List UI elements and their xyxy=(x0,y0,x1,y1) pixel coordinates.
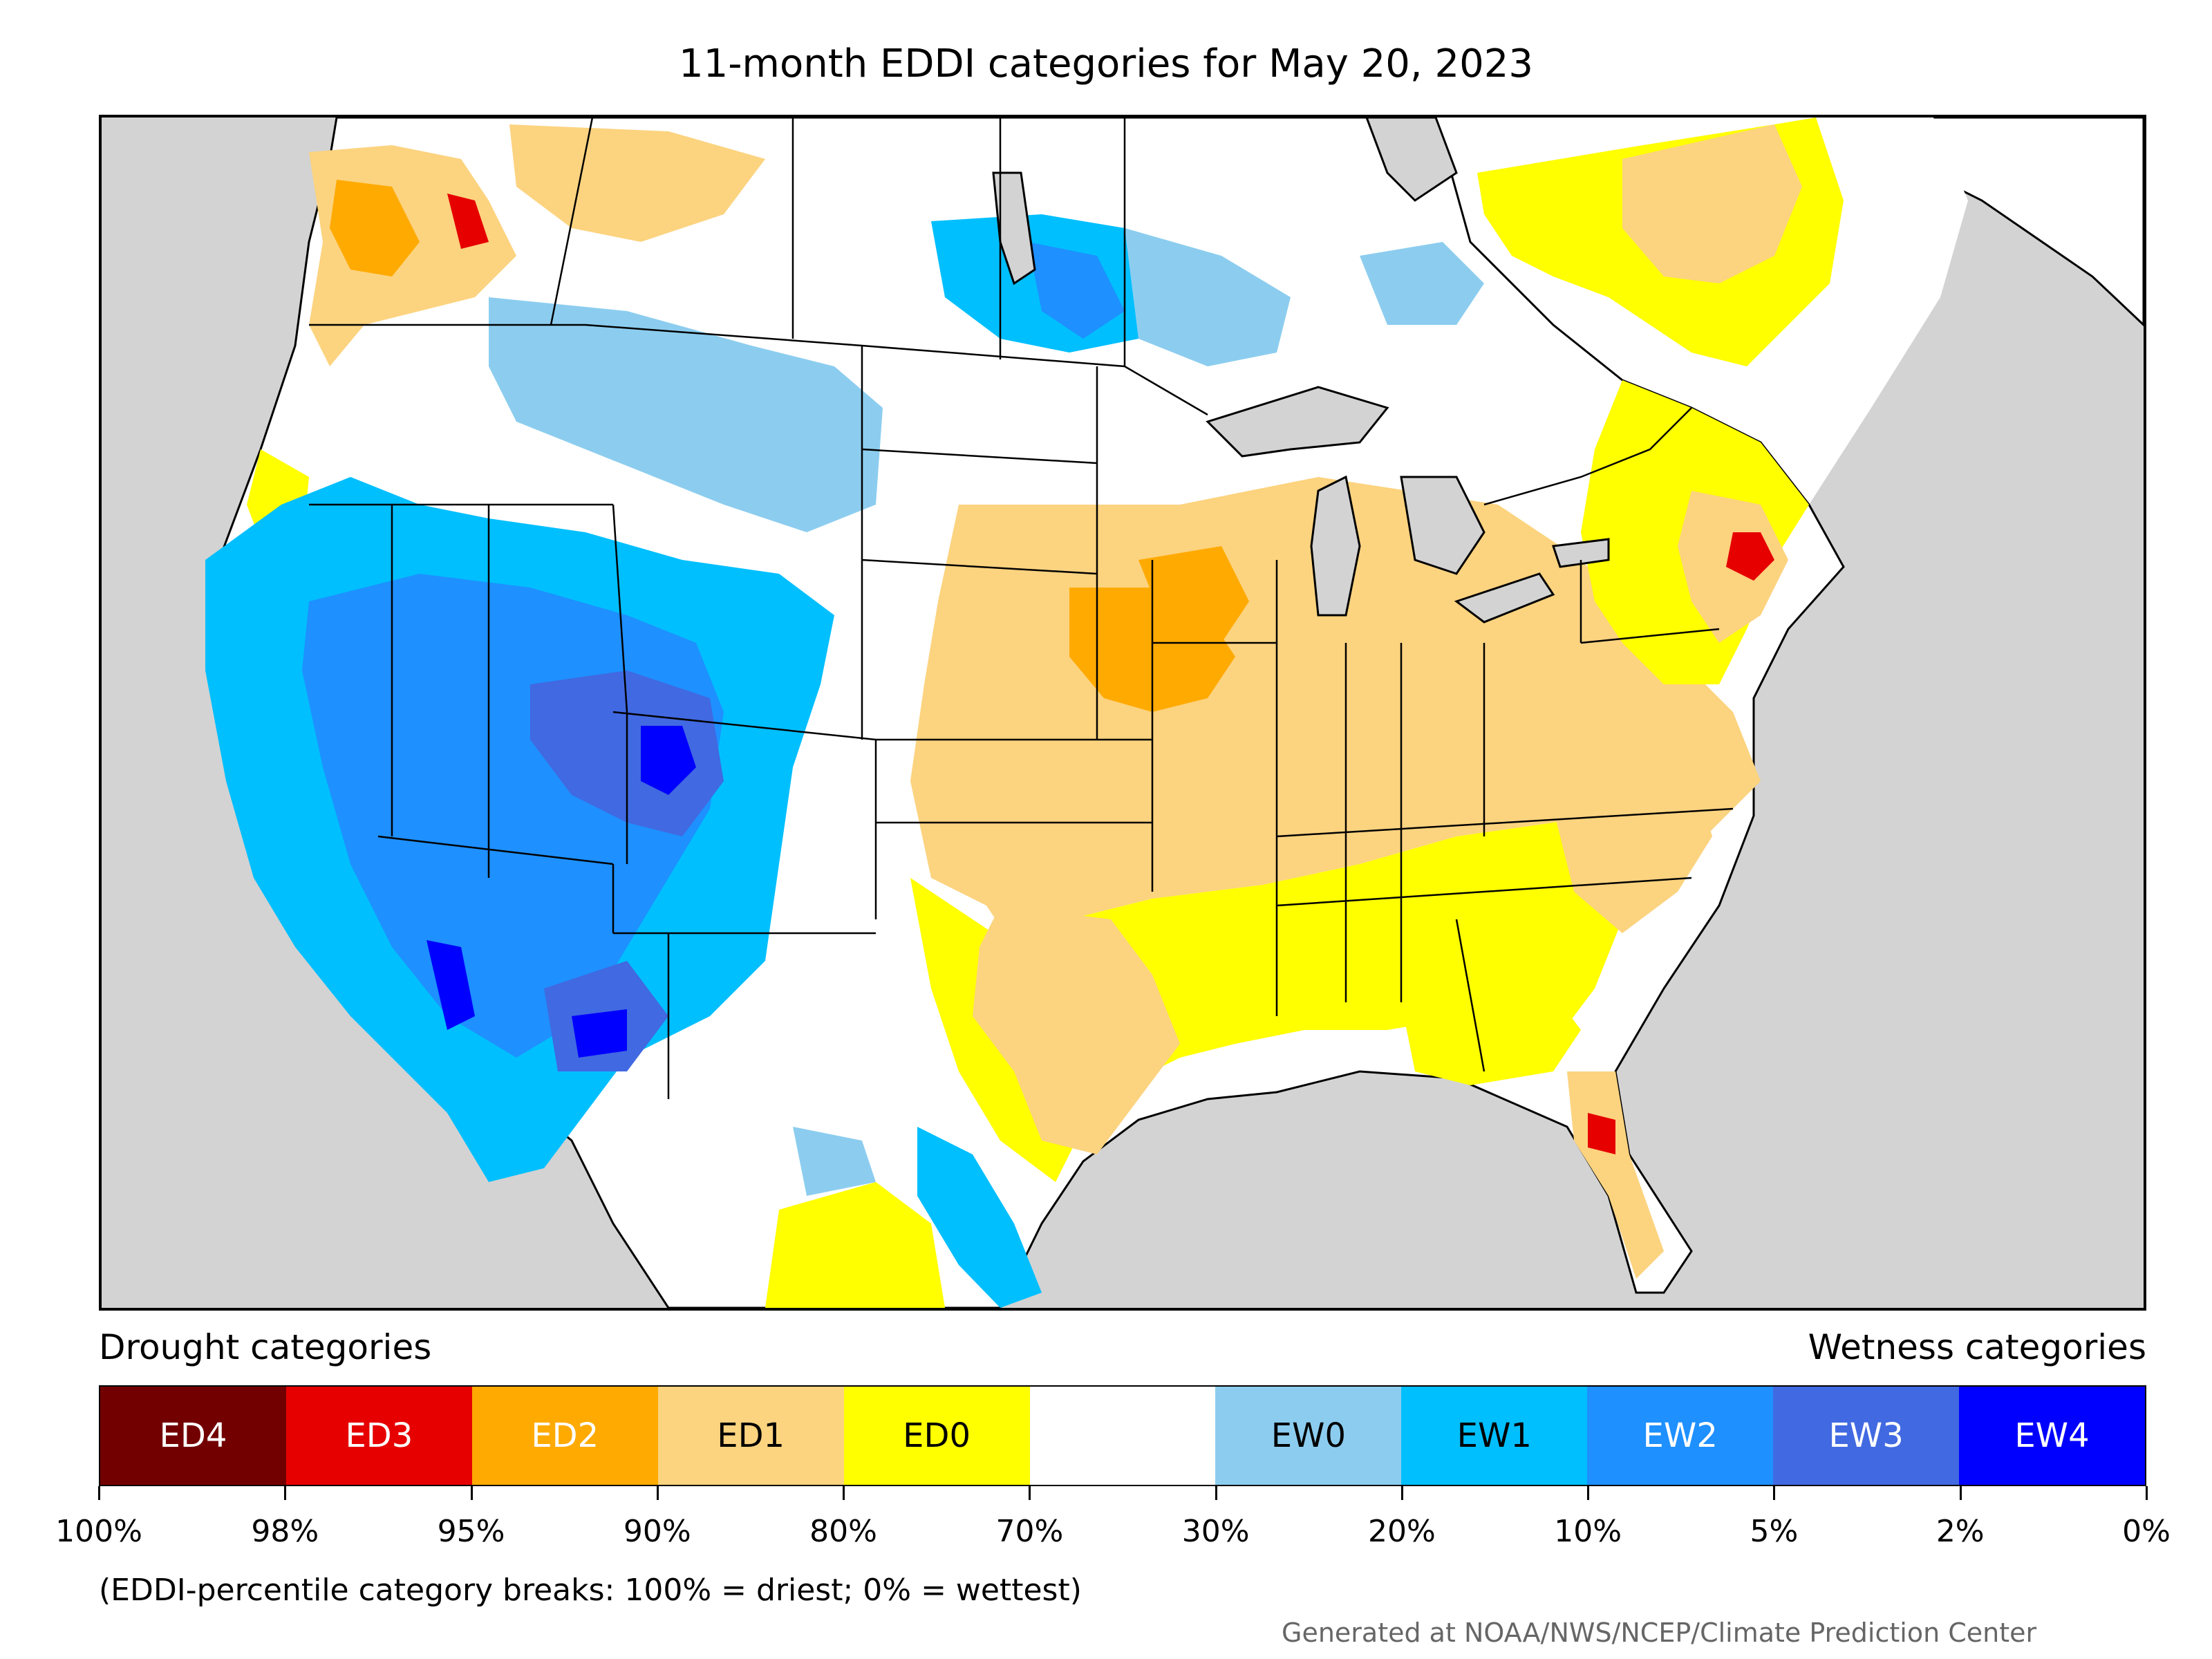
credit-line: Generated at NOAA/NWS/NCEP/Climate Predi… xyxy=(1282,1618,2037,1648)
map-title: 11-month EDDI categories for May 20, 202… xyxy=(678,41,1534,86)
state-lines-plains xyxy=(861,346,1154,892)
lake-erie xyxy=(1454,572,1555,624)
legend-tick-mark xyxy=(1773,1486,1776,1500)
wetness-categories-heading: Wetness categories xyxy=(1808,1327,2146,1367)
ew0-mexico xyxy=(793,1127,876,1196)
ew0-ontario xyxy=(1125,228,1291,366)
legend-tick-label: 5% xyxy=(1750,1514,1799,1549)
lake-winnipeg xyxy=(992,171,1036,285)
legend-tick-mark xyxy=(843,1486,845,1500)
lake-michigan xyxy=(1310,475,1361,617)
drought-categories-heading: Drought categories xyxy=(99,1327,432,1367)
hudson-bay-edge xyxy=(1365,118,1458,202)
legend-tick-mark xyxy=(284,1486,287,1500)
legend-tick-mark xyxy=(1587,1486,1590,1500)
legend-tick-label: 80% xyxy=(809,1514,877,1549)
ed3-pnw xyxy=(447,194,489,249)
ed1-florida xyxy=(1567,1071,1664,1279)
ew4-so-cal xyxy=(427,940,475,1030)
legend-tick-label: 30% xyxy=(1181,1514,1250,1549)
lake-superior xyxy=(1206,386,1389,458)
legend-tick-mark xyxy=(1400,1486,1403,1500)
legend-swatch-ew3: EW3 xyxy=(1773,1387,1960,1485)
ew4-colorado xyxy=(641,726,696,795)
state-lines-east xyxy=(1152,560,1734,1072)
ew1-south-texas xyxy=(917,1127,1042,1308)
legend-swatch-ew0: EW0 xyxy=(1215,1387,1402,1485)
legend-tick-label: 20% xyxy=(1368,1514,1436,1549)
legend-tick-label: 100% xyxy=(55,1514,142,1549)
ed1-quebec-east xyxy=(1622,124,1802,283)
ed2-iowa-central xyxy=(1138,546,1249,643)
legend-tick-label: 90% xyxy=(623,1514,691,1549)
legend-tick-mark xyxy=(2146,1486,2148,1500)
ed0-southeast xyxy=(1401,975,1581,1085)
map-frame xyxy=(99,115,2146,1311)
ed3-massachusetts xyxy=(1726,532,1774,581)
legend-colorbar: ED4 ED3 ED2 ED1 ED0 EW0 EW1 EW2 EW3 EW4 xyxy=(99,1385,2146,1486)
legend-swatch-neutral xyxy=(1029,1387,1216,1485)
state-lines-west xyxy=(309,503,877,1099)
legend-tick-label: 0% xyxy=(2122,1514,2171,1549)
legend-tick-mark xyxy=(656,1486,659,1500)
legend-tick-label: 70% xyxy=(995,1514,1064,1549)
legend-tick-mark xyxy=(1959,1486,1962,1500)
legend-swatch-ed3: ED3 xyxy=(285,1387,472,1485)
legend-tick-mark xyxy=(470,1486,473,1500)
legend-tick-label: 10% xyxy=(1554,1514,1622,1549)
ed2-pnw-core xyxy=(330,180,420,276)
ew0-ontario-east xyxy=(1360,242,1484,325)
ed3-florida xyxy=(1588,1113,1615,1154)
political-boundaries xyxy=(309,118,1734,1099)
ed1-texas-oklahoma xyxy=(973,906,1180,1154)
ew2-manitoba-core xyxy=(1028,242,1125,339)
legend-swatch-ed2: ED2 xyxy=(471,1387,658,1485)
canada-province-lines xyxy=(550,118,1126,366)
eddi-map xyxy=(205,118,2144,1308)
lake-huron xyxy=(1400,476,1485,575)
land-north-america xyxy=(337,118,2144,327)
lake-ontario xyxy=(1551,538,1610,568)
legend-tick-mark xyxy=(98,1486,100,1500)
ew4-arizona xyxy=(572,1009,627,1058)
legend-swatch-ed0: ED0 xyxy=(843,1387,1030,1485)
legend-swatch-ew4: EW4 xyxy=(1959,1387,2145,1485)
legend-swatch-ew1: EW1 xyxy=(1401,1387,1588,1485)
ew0-northern-rockies xyxy=(489,297,883,532)
legend-swatch-ed4: ED4 xyxy=(100,1387,286,1485)
us-canada-border-east xyxy=(1483,407,1692,506)
legend-tick-mark xyxy=(1215,1486,1217,1500)
ed1-carolinas xyxy=(1553,753,1712,933)
legend-swatch-ew2: EW2 xyxy=(1587,1387,1774,1485)
category-break-note: (EDDI-percentile category breaks: 100% =… xyxy=(99,1573,1082,1608)
legend-tick-label: 98% xyxy=(251,1514,319,1549)
legend-swatch-ed1: ED1 xyxy=(657,1387,844,1485)
great-lakes xyxy=(992,118,1610,624)
legend-tick-label: 95% xyxy=(437,1514,505,1549)
wetness-overlay xyxy=(205,214,1484,1308)
legend-tick-label: 2% xyxy=(1936,1514,1985,1549)
legend-tick-mark xyxy=(1029,1486,1031,1500)
ed0-south-texas xyxy=(765,1182,945,1308)
